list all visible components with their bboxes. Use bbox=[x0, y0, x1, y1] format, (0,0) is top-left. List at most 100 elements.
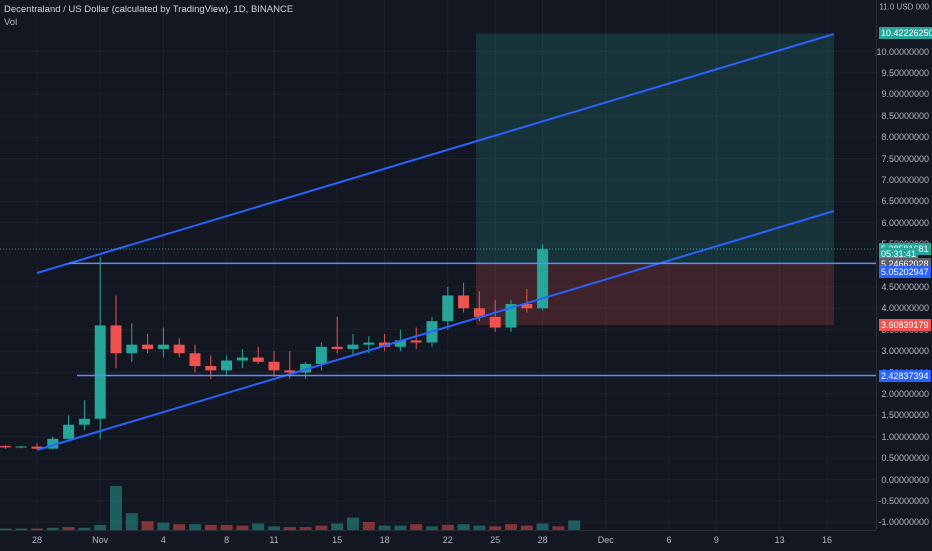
candle-body bbox=[94, 325, 106, 419]
price-tick-label: 7.50000000 bbox=[881, 153, 929, 164]
time-tick-label: 18 bbox=[379, 535, 390, 545]
candle-body bbox=[173, 344, 185, 354]
currency-label: 11.0 USD 000 bbox=[879, 2, 929, 12]
candle-body bbox=[489, 316, 501, 328]
volume-bar bbox=[268, 526, 280, 530]
volume-histogram bbox=[0, 486, 581, 530]
volume-label[interactable]: Vol bbox=[4, 17, 18, 28]
volume-bar bbox=[505, 524, 517, 530]
price-tick-label: 6.50000000 bbox=[881, 196, 929, 207]
candle bbox=[78, 400, 90, 431]
time-tick-label: 16 bbox=[821, 535, 833, 545]
volume-bar bbox=[220, 524, 233, 530]
candle bbox=[221, 355, 233, 375]
volume-bar bbox=[489, 526, 502, 530]
candle-body bbox=[110, 325, 122, 354]
volume-bar bbox=[552, 526, 565, 530]
volume-bar bbox=[252, 523, 265, 530]
price-tick-label: 2.00000000 bbox=[881, 388, 929, 399]
volume-bar bbox=[78, 527, 91, 530]
support-line-tag[interactable]: 2.42837394 bbox=[879, 369, 931, 382]
candle bbox=[442, 286, 454, 330]
candle bbox=[236, 348, 248, 369]
price-tick-label: 8.50000000 bbox=[881, 110, 929, 121]
volume-bar bbox=[15, 528, 28, 530]
candle-body bbox=[189, 353, 201, 367]
candle bbox=[410, 327, 422, 349]
candle-body bbox=[300, 363, 312, 373]
price-axis[interactable]: 11.0 USD 000 10.00000000 9.50000000 9.0000… bbox=[876, 0, 932, 530]
price-tick-label: 1.50000000 bbox=[881, 410, 929, 421]
candle-body bbox=[126, 344, 138, 354]
volume-bar bbox=[236, 525, 249, 530]
price-chart[interactable] bbox=[0, 0, 876, 530]
candle-body bbox=[78, 418, 90, 425]
time-tick-label: 22 bbox=[442, 535, 453, 545]
time-tick-label: 28 bbox=[31, 535, 43, 545]
price-tick-label: 8.00000000 bbox=[881, 132, 929, 143]
stop-price-tag[interactable]: 3.60839179 bbox=[879, 319, 931, 332]
candle bbox=[142, 333, 154, 354]
time-tick-label: 13 bbox=[774, 535, 785, 545]
channel-tag[interactable]: 5.05202947 bbox=[879, 265, 931, 278]
target-price-tag[interactable]: 10.42226250 bbox=[879, 27, 932, 40]
volume-bar bbox=[568, 520, 581, 530]
volume-bar bbox=[441, 524, 454, 530]
candle-body bbox=[284, 370, 296, 373]
candle bbox=[473, 291, 485, 322]
candle bbox=[110, 295, 122, 369]
upper-channel-line[interactable] bbox=[36, 33, 835, 274]
volume-bar bbox=[520, 525, 533, 530]
candle-body bbox=[347, 344, 359, 349]
candle-body bbox=[458, 295, 470, 309]
candle-body bbox=[442, 295, 454, 322]
candle-body bbox=[31, 446, 43, 449]
candle-body bbox=[47, 438, 59, 449]
candle bbox=[63, 415, 75, 442]
candle bbox=[252, 346, 264, 364]
volume-bar bbox=[46, 527, 59, 530]
candle bbox=[47, 436, 59, 450]
volume-bar bbox=[125, 513, 138, 530]
price-tick-label: 1.00000000 bbox=[881, 431, 929, 442]
volume-bar bbox=[536, 523, 549, 530]
candle-body bbox=[15, 446, 27, 448]
volume-bar bbox=[204, 524, 217, 530]
candle-body bbox=[236, 357, 248, 361]
time-tick-label: 8 bbox=[224, 535, 230, 545]
volume-bar bbox=[315, 525, 328, 530]
candle-body bbox=[363, 342, 375, 345]
volume-bar bbox=[110, 486, 122, 530]
candle bbox=[157, 327, 169, 358]
price-tick-label: 7.00000000 bbox=[881, 174, 929, 185]
time-tick-label: 9 bbox=[713, 535, 719, 545]
candle-body bbox=[157, 344, 169, 349]
candle bbox=[347, 333, 359, 356]
candle-body bbox=[505, 304, 517, 328]
candle bbox=[379, 333, 391, 352]
stop-loss-zone[interactable] bbox=[476, 263, 834, 326]
time-axis[interactable]: 28 Nov 4 8 11 15 18 22 25 28 Dec 6 9 13 16 bbox=[0, 530, 876, 551]
volume-bar bbox=[189, 524, 201, 530]
candle-body bbox=[537, 249, 549, 309]
profit-target-zone[interactable] bbox=[476, 33, 834, 264]
lower-channel-line[interactable] bbox=[36, 210, 835, 451]
volume-bar bbox=[141, 521, 154, 530]
candle-body bbox=[394, 340, 406, 347]
time-tick-label: 11 bbox=[269, 535, 279, 545]
volume-bar bbox=[426, 526, 438, 530]
candle bbox=[173, 338, 185, 358]
price-tick-label: 9.00000000 bbox=[881, 89, 929, 100]
volume-bar bbox=[362, 521, 375, 530]
volume-bar bbox=[378, 525, 391, 530]
price-tick-label: 9.50000000 bbox=[881, 67, 929, 78]
symbol-title[interactable]: Decentraland / US Dollar (calculated by … bbox=[4, 4, 294, 15]
candle-body bbox=[331, 346, 343, 349]
candle-body bbox=[63, 424, 75, 439]
volume-bar bbox=[473, 525, 486, 530]
volume-bar bbox=[457, 524, 470, 530]
price-tick-label: 0.00000000 bbox=[881, 474, 929, 485]
candle-body bbox=[410, 340, 422, 343]
time-tick-label: 15 bbox=[332, 535, 343, 545]
countdown-tag[interactable]: 05:31:41 bbox=[879, 247, 919, 260]
